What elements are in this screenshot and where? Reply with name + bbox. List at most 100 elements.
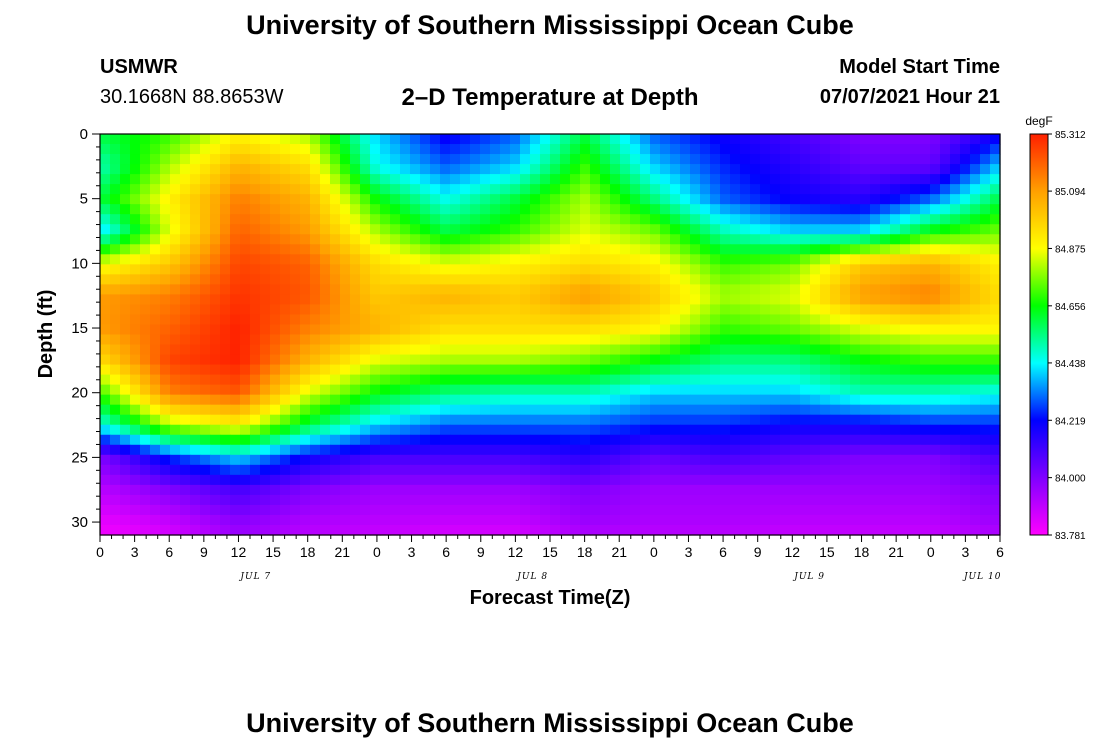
heatmap-cell [650, 174, 661, 185]
heatmap-cell [240, 184, 251, 195]
heatmap-cell [590, 154, 601, 165]
heatmap-cell [340, 224, 351, 235]
heatmap-cell [470, 204, 481, 215]
heatmap-cell [310, 274, 321, 285]
heatmap-cell [880, 474, 891, 486]
heatmap-cell [560, 214, 571, 225]
heatmap-cell [250, 524, 261, 536]
heatmap-cell [790, 484, 801, 496]
heatmap-cell [940, 304, 951, 316]
heatmap-cell [490, 524, 501, 536]
heatmap-cell [400, 164, 411, 175]
heatmap-cell [670, 224, 681, 235]
heatmap-cell [420, 254, 431, 265]
heatmap-cell [910, 144, 921, 155]
heatmap-cell [350, 244, 361, 255]
heatmap-cell [710, 414, 721, 426]
heatmap-cell [500, 204, 511, 215]
heatmap-cell [380, 194, 391, 205]
heatmap-cell [720, 474, 731, 486]
heatmap-cell [460, 234, 471, 245]
heatmap-cell [380, 274, 391, 285]
heatmap-cell [280, 154, 291, 165]
heatmap-cell [530, 374, 541, 386]
heatmap-cell [770, 374, 781, 386]
heatmap-cell [100, 314, 111, 326]
heatmap-cell [940, 144, 951, 155]
heatmap-cell [570, 374, 581, 386]
heatmap-cell [940, 374, 951, 386]
heatmap-cell [500, 514, 511, 526]
heatmap-cell [480, 314, 491, 326]
heatmap-cell [120, 524, 131, 536]
heatmap-cell [480, 304, 491, 316]
heatmap-cell [240, 444, 251, 456]
heatmap-cell [760, 224, 771, 235]
heatmap-cell [170, 334, 181, 346]
heatmap-cell [880, 214, 891, 225]
heatmap-cell [470, 434, 481, 446]
heatmap-cell [120, 324, 131, 336]
heatmap-cell [540, 174, 551, 185]
heatmap-cell [860, 504, 871, 516]
heatmap-cell [380, 334, 391, 346]
heatmap-cell [310, 224, 321, 235]
heatmap-cell [830, 424, 841, 436]
heatmap-cell [540, 364, 551, 376]
heatmap-cell [990, 524, 1001, 536]
heatmap-cell [610, 204, 621, 215]
heatmap-cell [730, 204, 741, 215]
heatmap-cell [990, 444, 1001, 456]
heatmap-cell [340, 244, 351, 255]
heatmap-cell [970, 464, 981, 476]
heatmap-cell [880, 154, 891, 165]
heatmap-cell [380, 134, 391, 145]
heatmap-cell [360, 434, 371, 446]
heatmap-cell [920, 384, 931, 396]
heatmap-cell [190, 454, 201, 466]
heatmap-cell [630, 314, 641, 326]
heatmap-cell [710, 394, 721, 406]
heatmap-cell [200, 514, 211, 526]
heatmap-cell [310, 254, 321, 265]
heatmap-cell [420, 344, 431, 356]
heatmap-cell [990, 434, 1001, 446]
heatmap-cell [980, 434, 991, 446]
heatmap-cell [990, 304, 1001, 316]
heatmap-cell [440, 444, 451, 456]
x-tick-label: 21 [888, 544, 904, 560]
heatmap-cell [420, 164, 431, 175]
heatmap-cell [320, 274, 331, 285]
heatmap-cell [600, 454, 611, 466]
heatmap-cell [390, 444, 401, 456]
heatmap-cell [240, 524, 251, 536]
heatmap-cell [190, 314, 201, 326]
heatmap-cell [830, 194, 841, 205]
heatmap-cell [980, 284, 991, 296]
heatmap-cell [320, 284, 331, 296]
heatmap-cell [590, 334, 601, 346]
heatmap-cell [230, 434, 241, 446]
heatmap-cell [540, 334, 551, 346]
heatmap-cell [410, 384, 421, 396]
heatmap-cell [650, 194, 661, 205]
heatmap-cell [810, 444, 821, 456]
heatmap-cell [580, 514, 591, 526]
heatmap-cell [500, 284, 511, 296]
heatmap-cell [480, 394, 491, 406]
heatmap-cell [100, 224, 111, 235]
heatmap-cell [690, 304, 701, 316]
heatmap-cell [520, 274, 531, 285]
heatmap-cell [230, 384, 241, 396]
heatmap-cell [750, 394, 761, 406]
heatmap-cell [580, 434, 591, 446]
heatmap-cell [240, 324, 251, 336]
heatmap-cell [430, 144, 441, 155]
heatmap-cell [410, 214, 421, 225]
heatmap-cell [920, 334, 931, 346]
heatmap-cell [560, 394, 571, 406]
heatmap-cell [520, 234, 531, 245]
heatmap-cell [950, 464, 961, 476]
heatmap-cell [960, 444, 971, 456]
heatmap-cell [480, 514, 491, 526]
